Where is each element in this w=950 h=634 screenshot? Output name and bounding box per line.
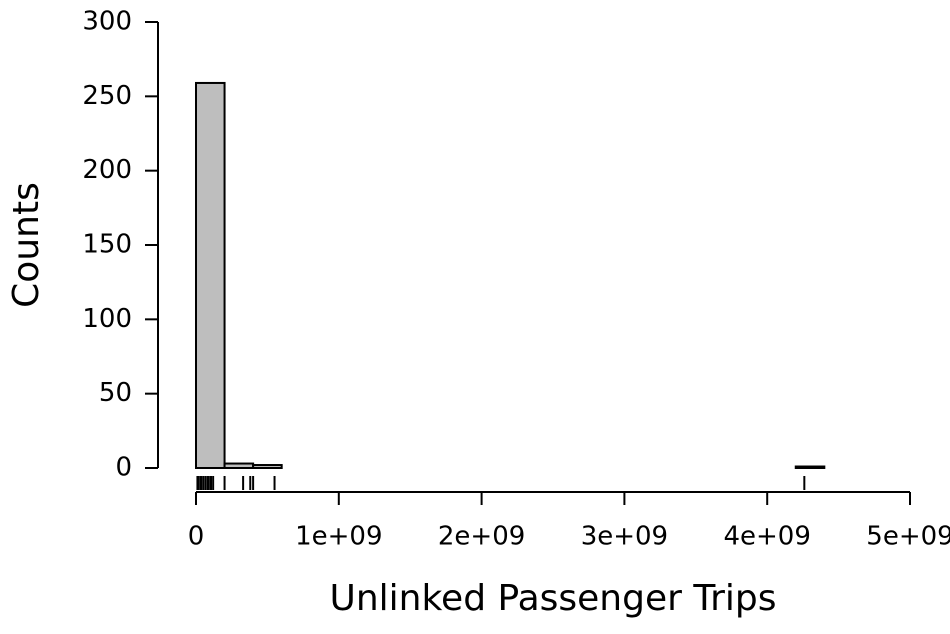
y-tick-label: 150 (82, 230, 132, 260)
x-axis-title: Unlinked Passenger Trips (330, 578, 777, 619)
x-tick-label: 3e+09 (581, 522, 668, 552)
y-tick-label: 200 (82, 155, 132, 185)
x-tick-label: 4e+09 (723, 522, 810, 552)
y-tick-label: 300 (82, 7, 132, 37)
y-tick-label: 250 (82, 81, 132, 111)
x-tick-label: 2e+09 (438, 522, 525, 552)
bar (794, 465, 826, 470)
y-tick-label: 100 (82, 304, 132, 334)
bar (223, 462, 255, 470)
bar (195, 81, 226, 469)
x-tick-label: 5e+09 (866, 522, 950, 552)
y-tick-label: 50 (99, 378, 132, 408)
y-tick-label: 0 (115, 453, 132, 483)
y-axis-title: Counts (6, 182, 47, 308)
bar (252, 464, 283, 470)
x-tick-label: 1e+09 (295, 522, 382, 552)
x-tick-label: 0 (188, 522, 205, 552)
